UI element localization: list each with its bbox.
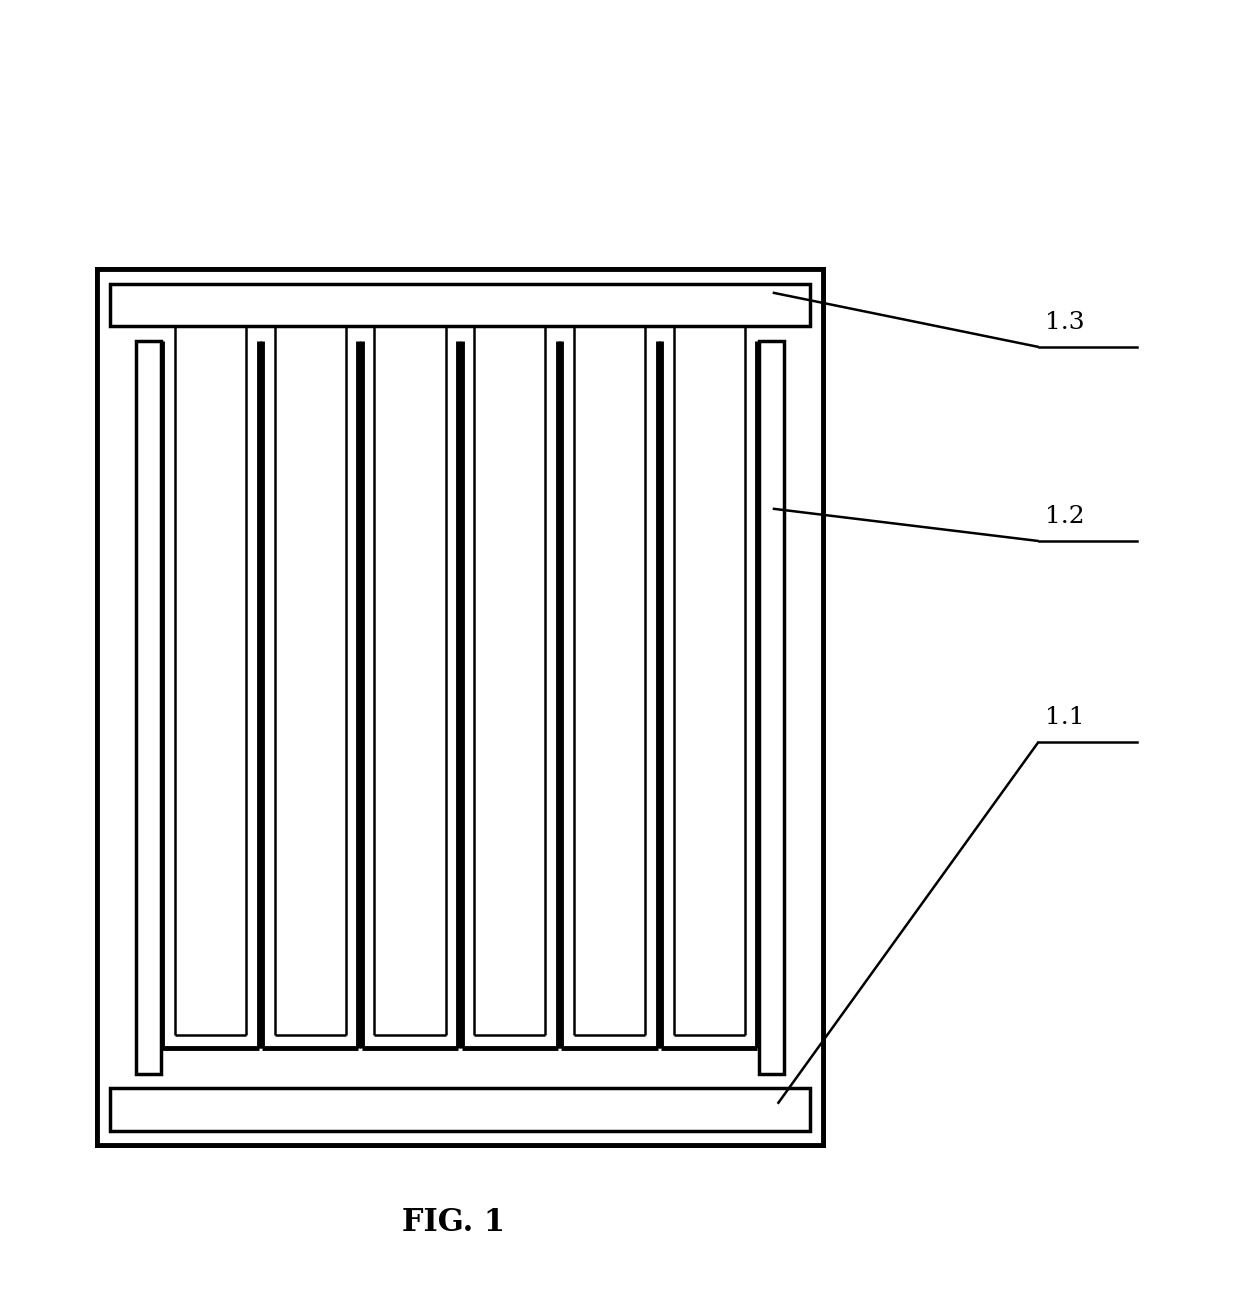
Text: FIG. 1: FIG. 1: [402, 1207, 505, 1238]
Polygon shape: [97, 270, 823, 1146]
Polygon shape: [110, 1088, 810, 1131]
Polygon shape: [97, 270, 823, 1146]
Text: 1.2: 1.2: [1045, 505, 1085, 529]
Text: 1.1: 1.1: [1045, 706, 1085, 729]
Polygon shape: [110, 284, 810, 327]
Polygon shape: [136, 341, 161, 1074]
Text: 1.3: 1.3: [1045, 311, 1085, 335]
Polygon shape: [759, 341, 784, 1074]
